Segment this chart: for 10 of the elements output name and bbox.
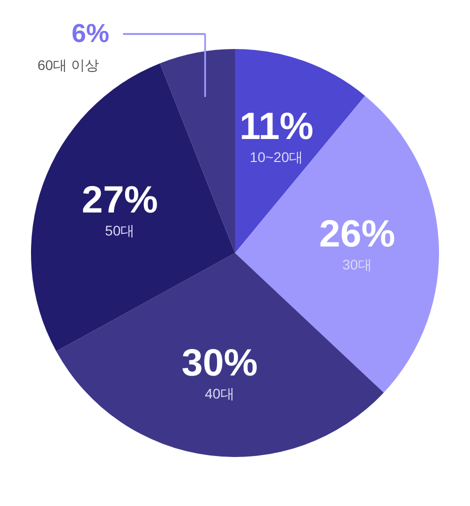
data-label: 30%: [182, 342, 258, 384]
slice-label: 40대: [204, 385, 234, 402]
slice-label: 50대: [105, 222, 135, 239]
slice-label: 30대: [342, 256, 372, 272]
data-label: 11%: [239, 106, 314, 148]
slice-label: 10~20대: [250, 148, 304, 165]
slice-label: 60대 이상: [37, 57, 99, 73]
data-label: 6%: [72, 18, 110, 48]
data-label: 26%: [319, 213, 396, 256]
data-label: 27%: [82, 180, 158, 222]
